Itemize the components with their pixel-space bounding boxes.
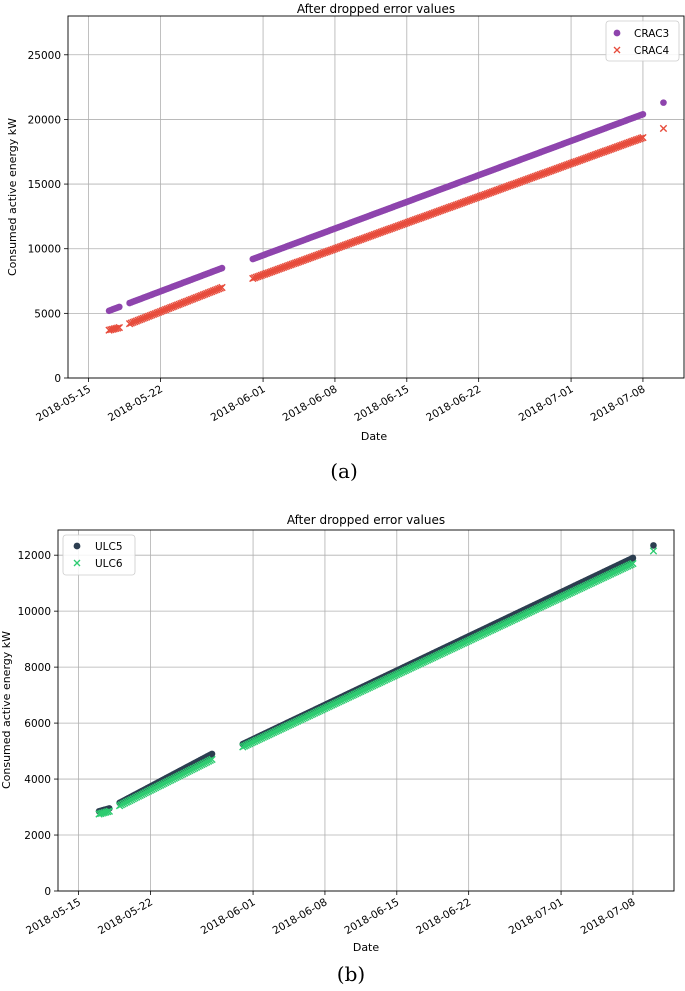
point-crac3 bbox=[116, 303, 123, 311]
legend-label-crac4: CRAC4 bbox=[634, 45, 670, 57]
point-ulc5 bbox=[208, 750, 216, 758]
chart-a-ylabel: Consumed active energy kW bbox=[6, 118, 19, 276]
y-tick-label: 2000 bbox=[24, 830, 51, 842]
chart-b-points bbox=[95, 542, 658, 818]
x-tick-label: 2018-07-08 bbox=[579, 896, 638, 937]
y-tick-label: 15000 bbox=[28, 179, 61, 191]
chart-b: After dropped error values 2018-05-15 201… bbox=[0, 513, 675, 986]
x-tick-label: 2018-06-22 bbox=[424, 383, 483, 424]
y-tick-label: 4000 bbox=[24, 774, 51, 786]
chart-a-points bbox=[105, 99, 668, 334]
chart-a-legend-box bbox=[605, 20, 680, 62]
x-tick-label: 2018-06-15 bbox=[342, 896, 401, 937]
x-tick-label: 2018-06-01 bbox=[209, 383, 268, 424]
chart-a-title: After dropped error values bbox=[297, 2, 455, 16]
y-tick-label: 10000 bbox=[18, 606, 51, 618]
point-crac4 bbox=[639, 133, 647, 142]
caption-b: (b) bbox=[337, 962, 365, 986]
x-tick-label: 2018-06-08 bbox=[281, 383, 340, 424]
y-tick-label: 25000 bbox=[28, 50, 61, 62]
x-tick-label: 2018-06-01 bbox=[199, 896, 258, 937]
point-ulc5 bbox=[629, 554, 637, 562]
y-tick-label: 12000 bbox=[18, 550, 51, 562]
point-crac4 bbox=[115, 323, 124, 332]
chart-b-legend: ULC5 ULC6 bbox=[62, 534, 136, 576]
x-tick-label: 2018-06-22 bbox=[414, 896, 473, 937]
chart-b-plot-frame bbox=[57, 529, 675, 892]
point-ulc6 bbox=[103, 808, 112, 816]
x-tick-label: 2018-07-01 bbox=[507, 896, 566, 937]
y-tick-label: 6000 bbox=[24, 718, 51, 730]
point-crac3 bbox=[639, 110, 647, 118]
legend-label-ulc6: ULC6 bbox=[95, 558, 123, 570]
y-tick-label: 0 bbox=[44, 886, 51, 898]
x-tick-label: 2018-06-08 bbox=[271, 896, 330, 937]
point-crac4 bbox=[659, 124, 668, 133]
chart-b-ylabel: Consumed active energy kW bbox=[0, 631, 13, 789]
y-tick-label: 0 bbox=[54, 373, 61, 385]
caption-a: (a) bbox=[330, 459, 358, 483]
y-tick-label: 20000 bbox=[28, 114, 61, 126]
chart-a-xlabel: Date bbox=[361, 430, 388, 443]
point-ulc6 bbox=[208, 755, 216, 764]
x-tick-label: 2018-05-15 bbox=[34, 383, 93, 424]
x-tick-label: 2018-07-08 bbox=[589, 383, 648, 424]
legend-marker-crac3 bbox=[613, 29, 621, 37]
legend-marker-ulc6 bbox=[73, 559, 81, 567]
legend-marker-crac4 bbox=[613, 46, 621, 54]
x-tick-label: 2018-07-01 bbox=[517, 383, 576, 424]
chart-b-xlabel: Date bbox=[353, 941, 380, 954]
legend-marker-ulc5 bbox=[73, 542, 81, 550]
x-tick-label: 2018-05-15 bbox=[24, 896, 83, 937]
chart-a-grid bbox=[68, 16, 684, 379]
point-crac4 bbox=[637, 134, 645, 142]
point-crac3 bbox=[660, 99, 667, 106]
chart-a-ticks: 2018-05-15 2018-05-22 2018-06-01 2018-06-08… bbox=[28, 50, 648, 424]
point-ulc5 bbox=[650, 542, 657, 549]
legend-label-crac3: CRAC3 bbox=[634, 28, 669, 40]
point-ulc6 bbox=[629, 559, 637, 568]
x-tick-label: 2018-05-22 bbox=[96, 896, 155, 937]
chart-a-plot-frame bbox=[67, 15, 685, 379]
chart-a: After dropped error values 2018-05-15 201… bbox=[6, 2, 685, 483]
chart-b-title: After dropped error values bbox=[287, 513, 445, 527]
point-crac4 bbox=[218, 283, 226, 292]
chart-b-legend-box bbox=[62, 534, 136, 576]
point-crac4 bbox=[113, 324, 122, 332]
point-ulc6 bbox=[105, 807, 114, 815]
y-tick-label: 8000 bbox=[24, 662, 51, 674]
x-tick-label: 2018-05-22 bbox=[106, 383, 165, 424]
point-crac4 bbox=[216, 284, 224, 292]
legend-label-ulc5: ULC5 bbox=[95, 541, 123, 553]
chart-a-legend: CRAC3 CRAC4 bbox=[605, 20, 680, 62]
y-tick-label: 10000 bbox=[28, 244, 61, 256]
x-tick-label: 2018-06-15 bbox=[352, 383, 411, 424]
point-ulc6 bbox=[649, 547, 658, 555]
point-crac3 bbox=[218, 264, 226, 272]
y-tick-label: 5000 bbox=[34, 308, 61, 320]
